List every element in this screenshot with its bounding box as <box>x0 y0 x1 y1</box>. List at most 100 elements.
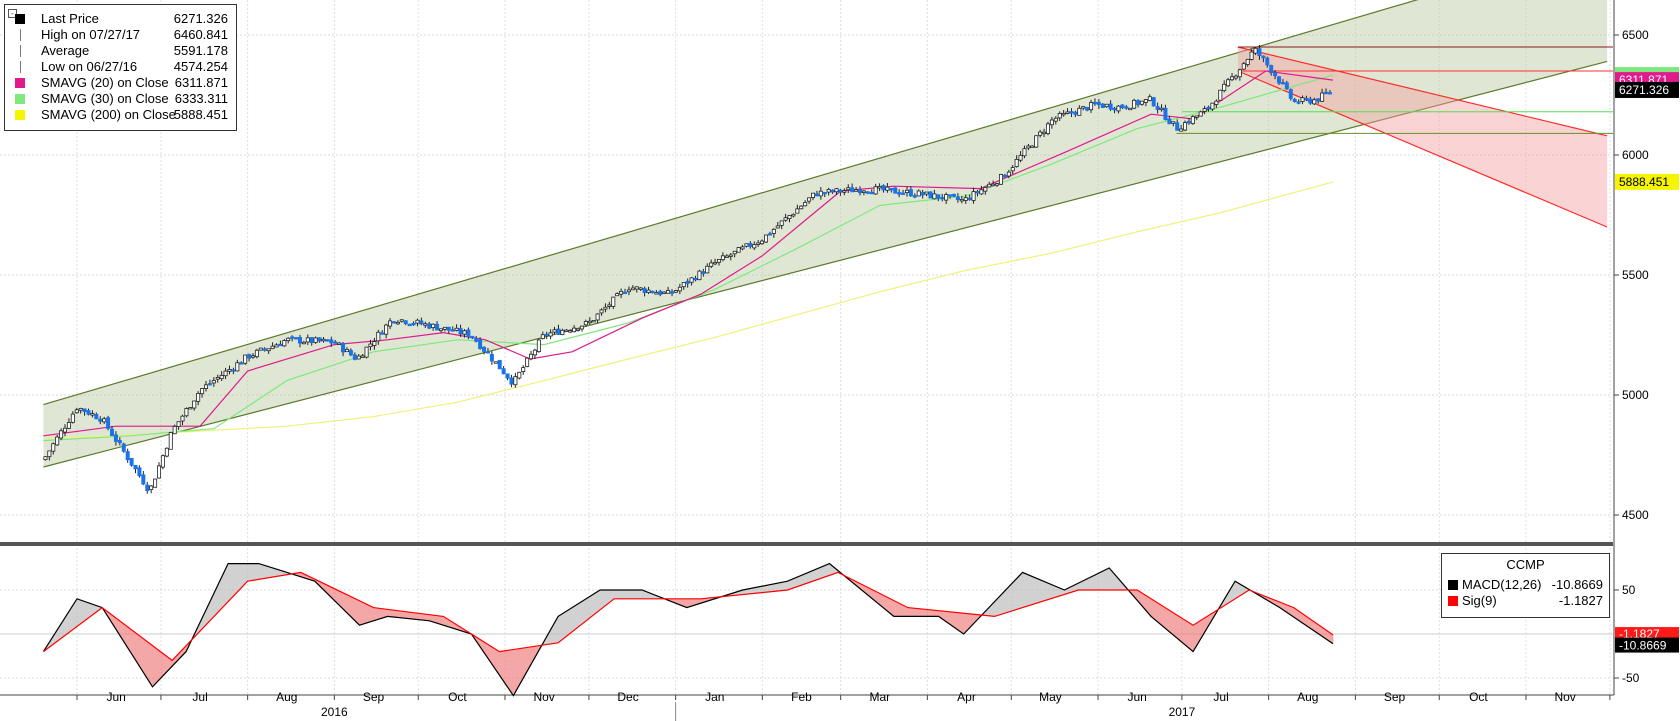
candle-body <box>1124 106 1129 109</box>
macd-histogram-fill <box>79 599 83 625</box>
last-price-tag-bg <box>1615 81 1679 98</box>
candle-body <box>1065 111 1070 114</box>
macd-histogram-fill <box>73 599 77 630</box>
macd-histogram-fill <box>553 619 557 644</box>
macd-histogram-fill <box>1174 613 1178 639</box>
macd-histogram-fill <box>574 604 578 630</box>
candle-body <box>924 191 929 195</box>
macd-histogram-fill <box>343 593 347 613</box>
macd-histogram-fill <box>91 603 95 616</box>
candle-body <box>881 185 886 191</box>
candle-body <box>1304 97 1309 101</box>
candle-body <box>615 293 620 297</box>
candle-body <box>1034 135 1039 148</box>
macd-histogram-fill <box>211 592 215 620</box>
candle-body <box>940 196 945 200</box>
macd-histogram-fill <box>1183 619 1187 647</box>
candle-body <box>207 383 212 386</box>
series-swatch <box>15 110 25 120</box>
macd-histogram-fill <box>586 596 590 621</box>
macd-histogram-fill <box>418 613 422 620</box>
macd-histogram-fill <box>871 589 875 601</box>
macd-histogram-fill <box>253 563 257 581</box>
candle-body <box>129 457 134 466</box>
candle-body <box>1010 167 1015 172</box>
macd-histogram-fill <box>496 649 500 676</box>
macd-histogram-fill <box>925 609 929 617</box>
candle-body <box>1237 69 1242 78</box>
macd-tag: -10.8669 <box>1619 639 1667 653</box>
candle-body <box>1132 99 1137 109</box>
macd-histogram-fill <box>628 590 632 599</box>
sma200-tag: 5888.451 <box>1619 175 1669 189</box>
macd-histogram-fill <box>1297 610 1301 622</box>
sma20-line <box>43 70 1334 437</box>
macd-histogram-fill <box>148 642 152 686</box>
candle-body <box>1280 82 1285 85</box>
down-channel-line <box>1237 46 1608 137</box>
candle-body <box>1253 47 1258 54</box>
average-marker-icon <box>20 45 21 57</box>
candle-body <box>47 450 52 458</box>
candle-body <box>250 355 255 358</box>
macd-histogram-fill <box>814 568 818 581</box>
candle-body <box>908 189 913 197</box>
macd-histogram-fill <box>1099 571 1103 590</box>
candle-body <box>1100 103 1105 108</box>
candle-body <box>983 187 988 192</box>
macd-histogram-fill <box>754 587 758 594</box>
macd-histogram-fill <box>793 577 797 588</box>
candle-body <box>670 291 675 294</box>
legend-value: 5591.178 <box>173 43 228 58</box>
candle-body <box>1198 111 1203 117</box>
candle-body <box>278 343 283 347</box>
macd-histogram-fill <box>883 595 887 611</box>
legend-label: Last Price <box>41 11 99 26</box>
macd-histogram-fill <box>109 613 113 624</box>
macd-histogram-fill <box>1240 584 1244 596</box>
candle-body <box>720 255 725 261</box>
candle-body <box>889 188 894 191</box>
macd-histogram-fill <box>163 653 167 676</box>
macd-histogram-fill <box>280 570 284 576</box>
last-price-swatch <box>15 14 25 24</box>
macd-histogram-fill <box>322 582 326 592</box>
candle-body <box>1151 97 1156 107</box>
macd-histogram-fill <box>922 609 926 617</box>
macd-histogram-fill <box>913 608 917 617</box>
signal-line <box>43 571 1334 662</box>
macd-histogram-fill <box>1000 592 1004 615</box>
candle-body <box>223 370 228 377</box>
macd-histogram-fill <box>1036 578 1040 604</box>
x-month-label: Oct <box>448 690 467 704</box>
candle-body <box>1026 145 1031 149</box>
candle-body <box>944 194 949 201</box>
candle-body <box>795 208 800 214</box>
macd-histogram-fill <box>526 647 530 673</box>
macd-histogram-fill <box>619 590 623 599</box>
macd-histogram-fill <box>625 590 629 599</box>
macd-histogram-fill <box>1024 573 1028 607</box>
candle-body <box>102 418 107 423</box>
candle-body <box>607 304 612 307</box>
candle-body <box>172 425 177 435</box>
macd-histogram-fill <box>532 646 536 662</box>
macd-histogram-fill <box>388 609 392 617</box>
candle-body <box>1214 100 1219 105</box>
candle-body <box>904 189 909 193</box>
candle-body <box>560 329 565 336</box>
macd-histogram-fill <box>433 615 437 623</box>
x-month-label: Aug <box>276 690 297 704</box>
macd-histogram-fill <box>961 613 965 634</box>
macd-histogram-fill <box>562 611 566 640</box>
candle-body <box>677 286 682 292</box>
legend-row: Average 5591.178 <box>13 43 228 59</box>
collapse-legend-icon[interactable]: - <box>8 9 17 18</box>
macd-histogram-fill <box>442 616 446 626</box>
candle-body <box>998 173 1003 185</box>
macd-histogram-fill <box>535 645 539 657</box>
candle-body <box>364 346 369 358</box>
candle-body <box>1061 112 1066 116</box>
legend-label: SMAVG (30) on Close <box>41 91 169 106</box>
candle-body <box>732 250 737 255</box>
